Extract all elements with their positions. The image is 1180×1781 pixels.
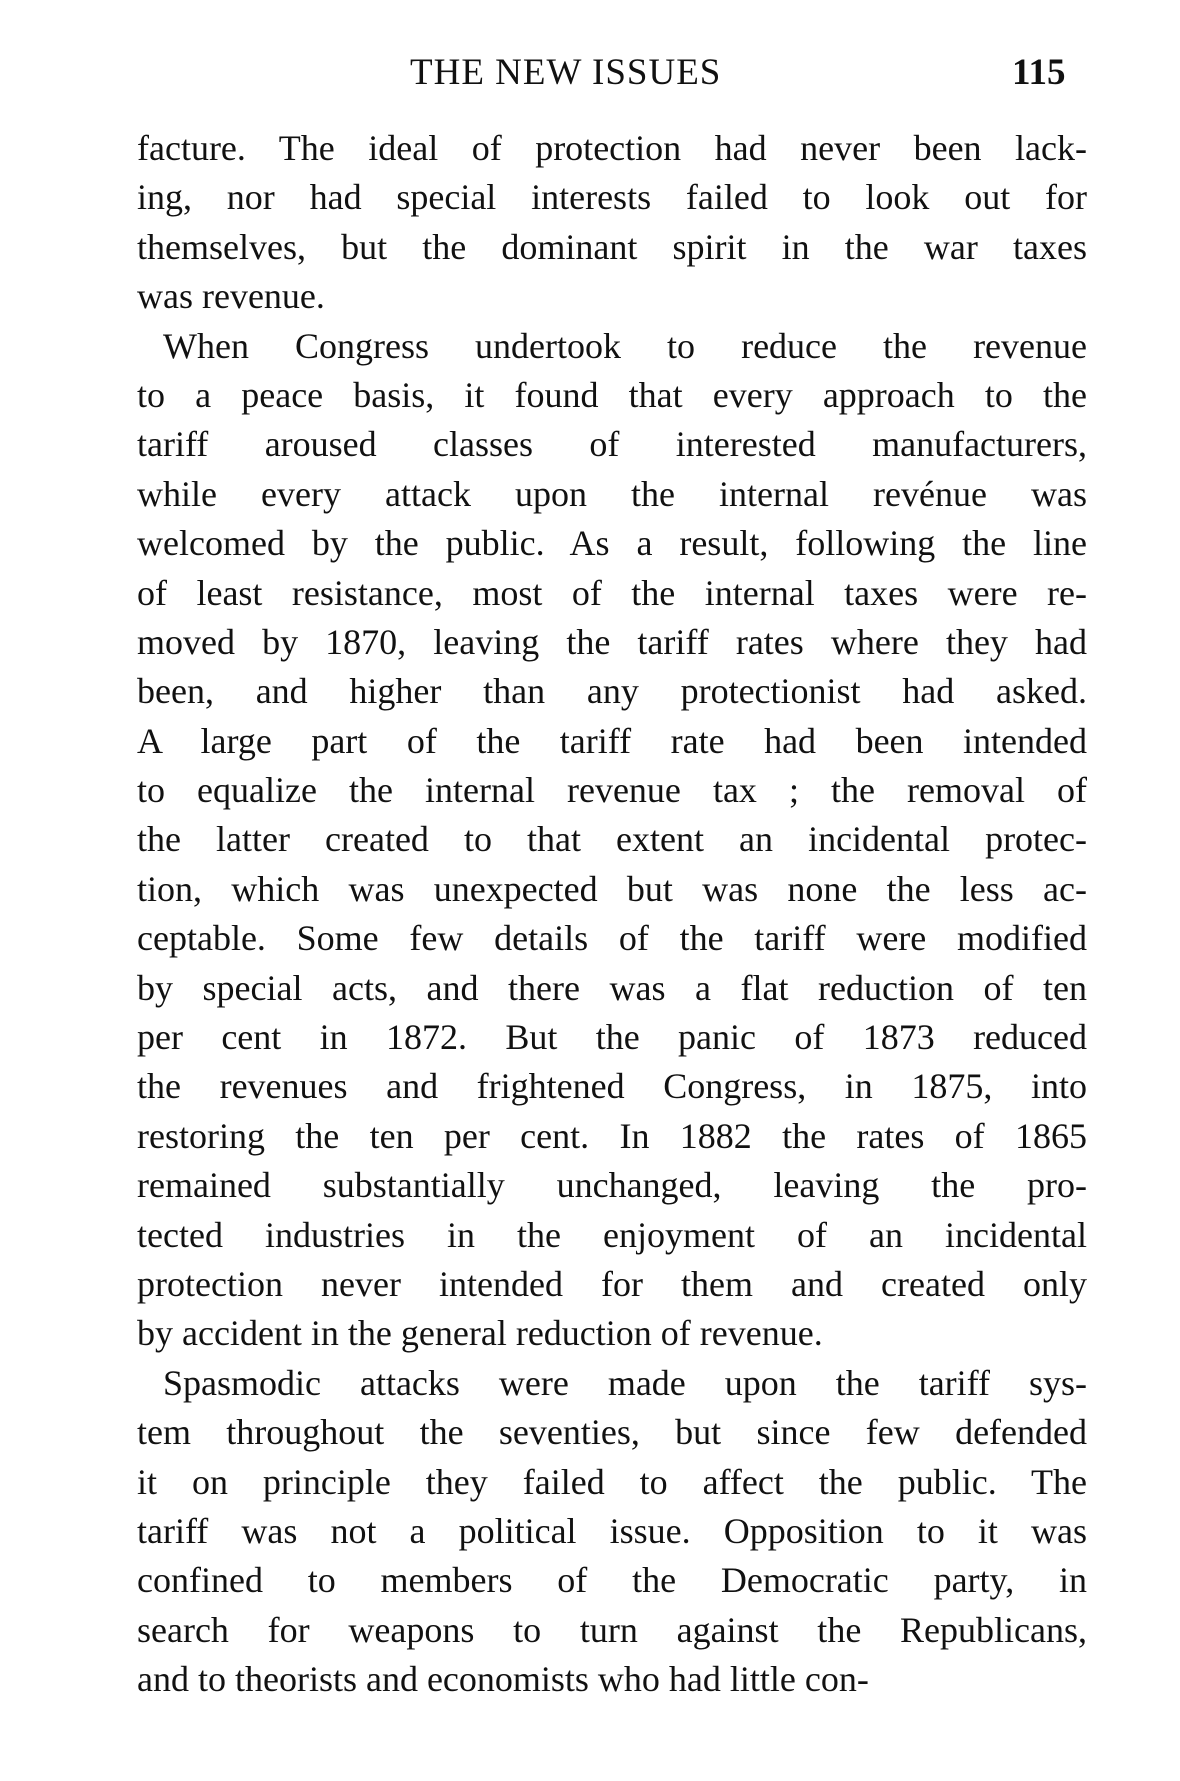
- text-line: Spasmodic attacks were made upon the tar…: [163, 1362, 1087, 1403]
- text-line: ceptable. Some few details of the tariff…: [137, 918, 1087, 959]
- paragraph: facture. The ideal of protection had nev…: [137, 124, 1087, 322]
- text-line: by special acts, and there was a flat re…: [137, 967, 1087, 1008]
- body-text: facture. The ideal of protection had nev…: [137, 124, 1087, 1705]
- paragraph: When Congress undertook to reduce the re…: [137, 322, 1087, 1359]
- text-line: confined to members of the Democratic pa…: [137, 1560, 1087, 1601]
- text-line: the revenues and frightened Congress, in…: [137, 1066, 1087, 1107]
- text-line: moved by 1870, leaving the tariff rates …: [137, 621, 1087, 662]
- text-line: of least resistance, most of the interna…: [137, 572, 1087, 613]
- text-line: tariff aroused classes of interested man…: [137, 424, 1087, 465]
- text-line: it on principle they failed to affect th…: [137, 1461, 1087, 1502]
- text-line: A large part of the tariff rate had been…: [137, 720, 1087, 761]
- text-line: and to theorists and economists who had …: [137, 1659, 869, 1700]
- text-line: tariff was not a political issue. Opposi…: [137, 1510, 1087, 1551]
- text-line: tion, which was unexpected but was none …: [137, 868, 1087, 909]
- text-line: search for weapons to turn against the R…: [137, 1609, 1087, 1650]
- text-line: been, and higher than any protectionist …: [137, 671, 1087, 712]
- text-line: by accident in the general reduction of …: [137, 1313, 823, 1354]
- text-line: tected industries in the enjoyment of an…: [137, 1214, 1087, 1255]
- text-line: was revenue.: [137, 276, 325, 317]
- text-line: themselves, but the dominant spirit in t…: [137, 226, 1087, 267]
- text-line: while every attack upon the internal rev…: [137, 473, 1087, 514]
- text-line: to equalize the internal revenue tax ; t…: [137, 770, 1087, 811]
- text-line: ing, nor had special interests failed to…: [137, 177, 1087, 218]
- page-header: THE NEW ISSUES 115: [0, 48, 1180, 98]
- text-line: protection never intended for them and c…: [137, 1263, 1087, 1304]
- text-line: welcomed by the public. As a result, fol…: [137, 523, 1087, 564]
- text-line: to a peace basis, it found that every ap…: [137, 374, 1087, 415]
- text-line: remained substantially unchanged, leavin…: [137, 1165, 1087, 1206]
- paragraph: Spasmodic attacks were made upon the tar…: [137, 1359, 1087, 1705]
- running-title: THE NEW ISSUES: [410, 52, 722, 93]
- text-line: per cent in 1872. But the panic of 1873 …: [137, 1017, 1087, 1058]
- text-line: the latter created to that extent an inc…: [137, 819, 1087, 860]
- text-line: restoring the ten per cent. In 1882 the …: [137, 1115, 1087, 1156]
- text-line: tem throughout the seventies, but since …: [137, 1412, 1087, 1453]
- text-line: facture. The ideal of protection had nev…: [137, 128, 1087, 168]
- page-number: 115: [1012, 52, 1066, 93]
- text-line: When Congress undertook to reduce the re…: [163, 325, 1087, 366]
